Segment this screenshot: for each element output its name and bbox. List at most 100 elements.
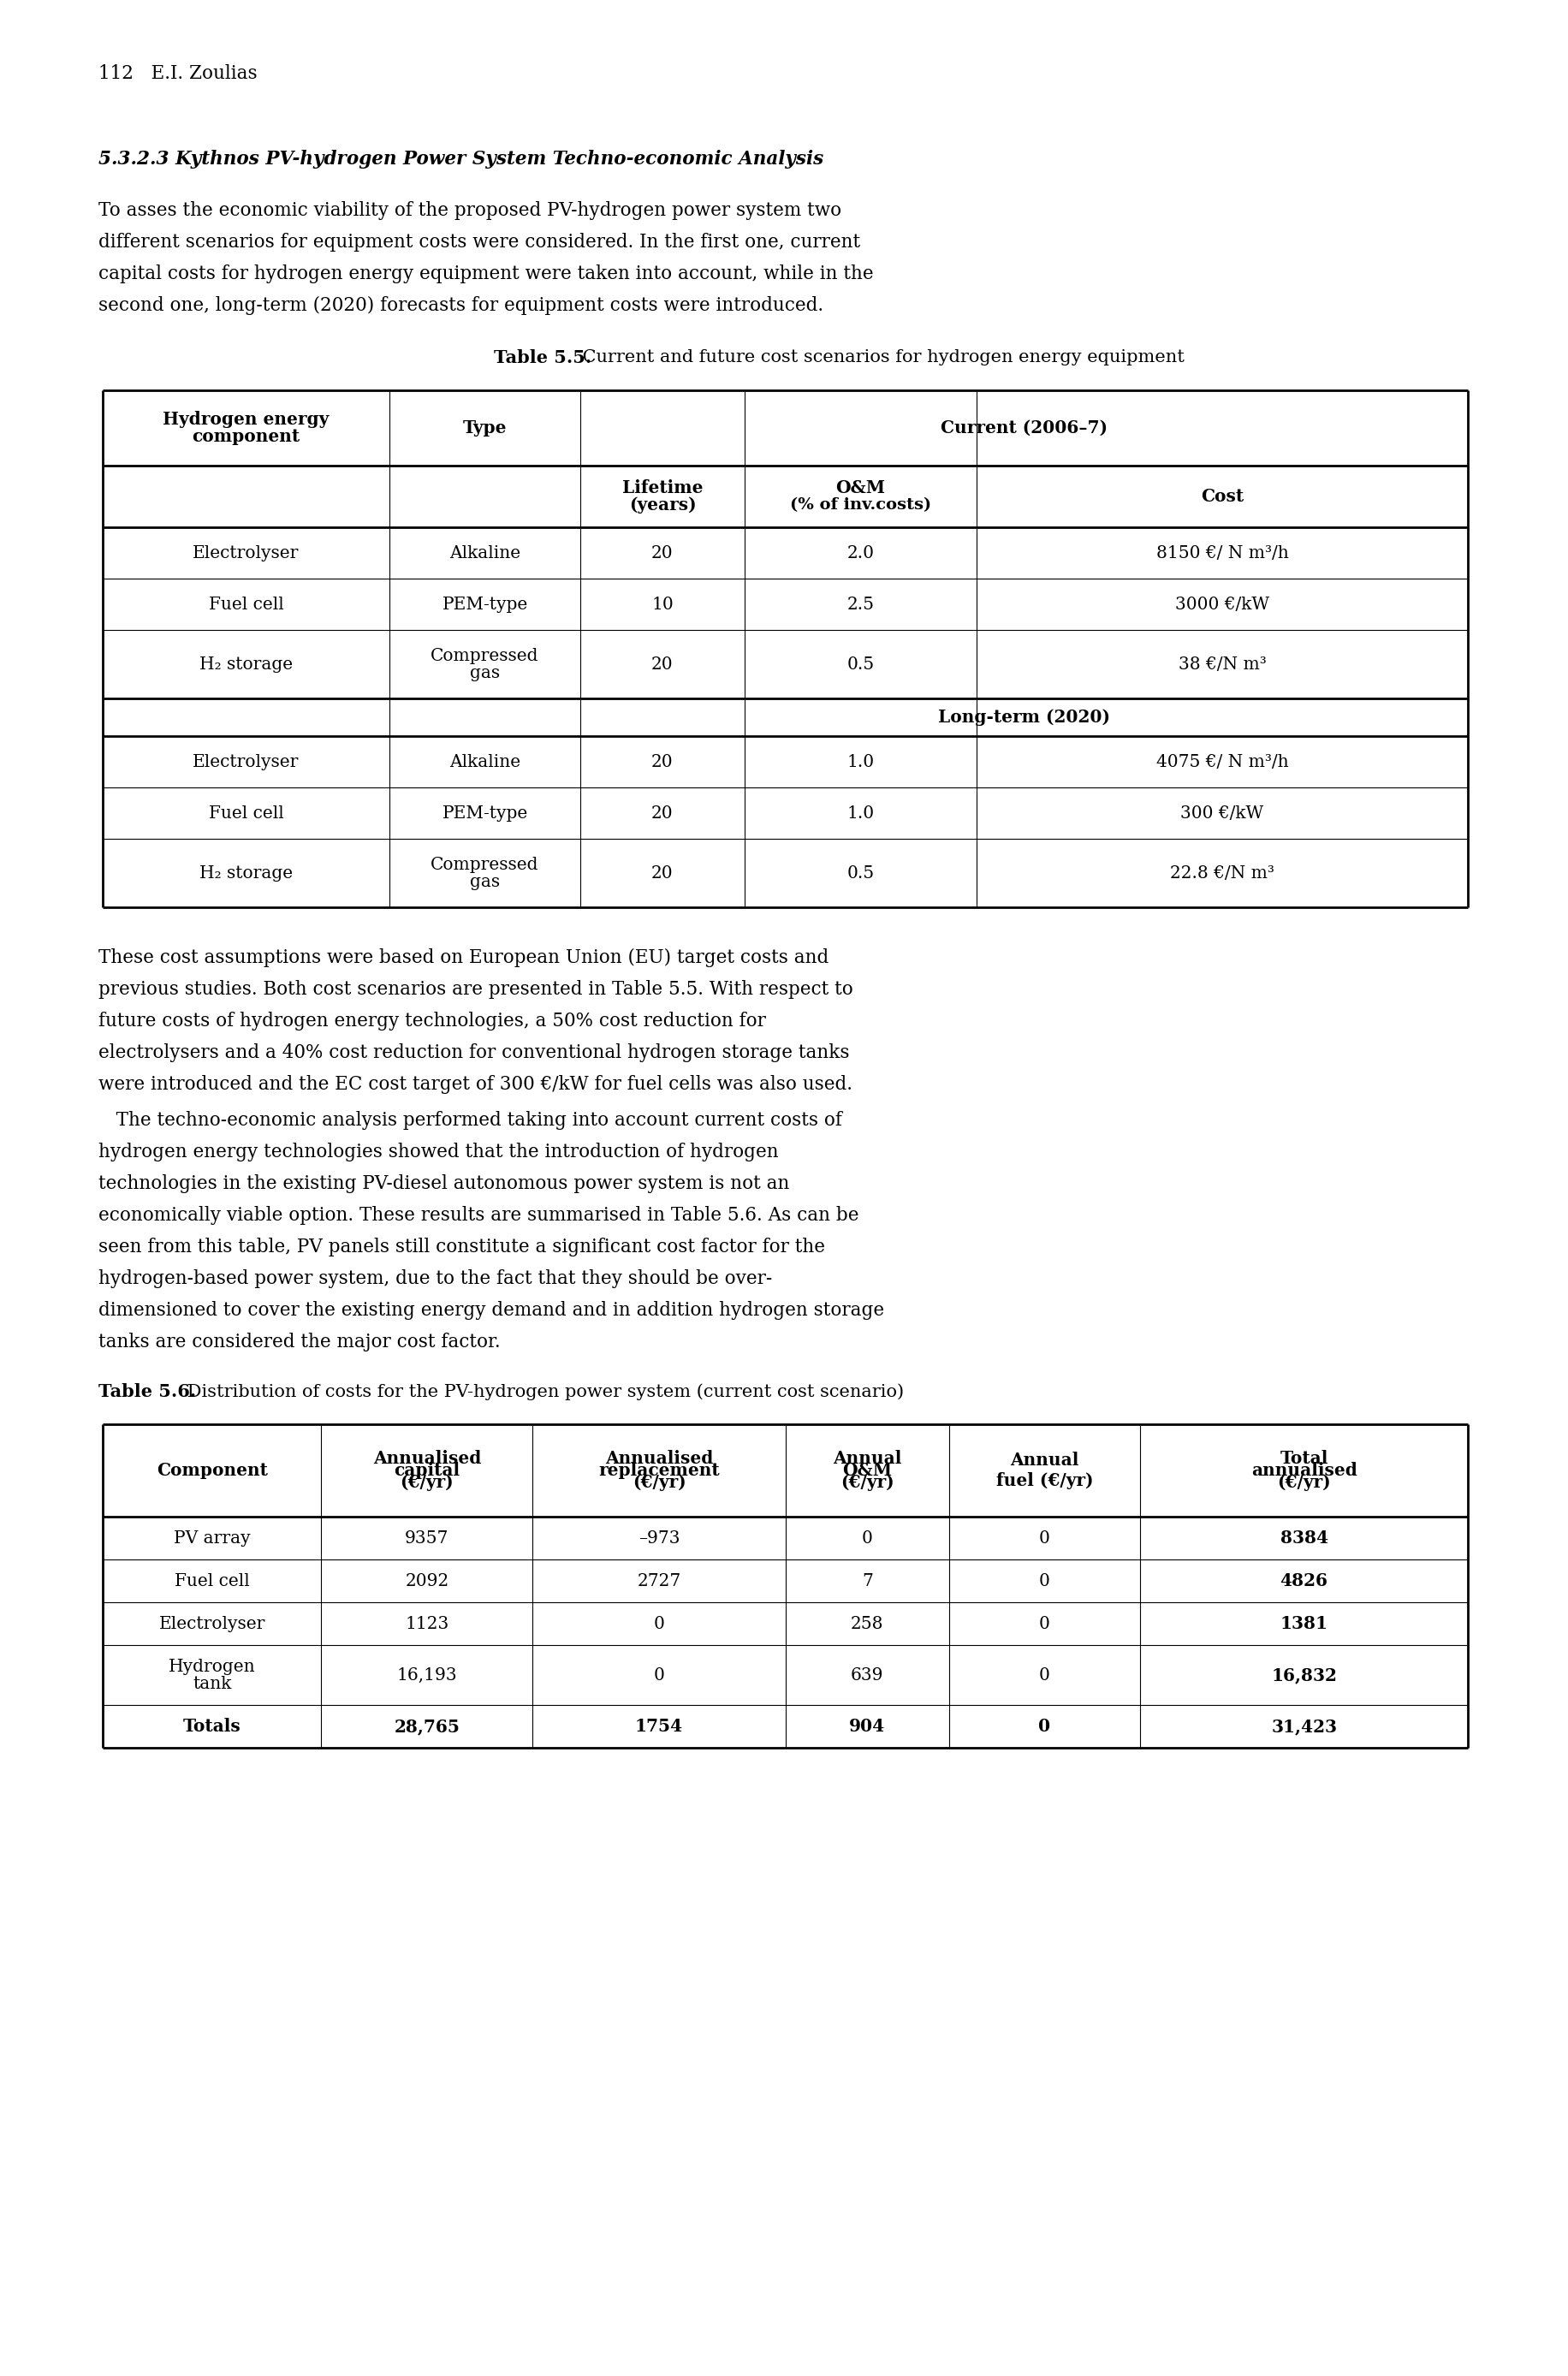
Text: 20: 20 xyxy=(651,753,673,770)
Text: 258: 258 xyxy=(851,1616,884,1632)
Text: 9357: 9357 xyxy=(405,1530,448,1547)
Text: electrolysers and a 40% cost reduction for conventional hydrogen storage tanks: electrolysers and a 40% cost reduction f… xyxy=(99,1043,850,1062)
Text: 1754: 1754 xyxy=(635,1718,684,1734)
Text: Annual: Annual xyxy=(833,1449,902,1466)
Text: O&M: O&M xyxy=(836,480,886,497)
Text: 1381: 1381 xyxy=(1279,1616,1328,1632)
Text: 4075 €/ N m³/h: 4075 €/ N m³/h xyxy=(1156,753,1289,770)
Text: 31,423: 31,423 xyxy=(1272,1718,1338,1734)
Text: capital: capital xyxy=(394,1461,459,1478)
Text: hydrogen-based power system, due to the fact that they should be over-: hydrogen-based power system, due to the … xyxy=(99,1269,771,1288)
Text: Type: Type xyxy=(463,421,506,437)
Text: Compressed: Compressed xyxy=(431,855,539,872)
Text: Cost: Cost xyxy=(1201,487,1243,506)
Text: Fuel cell: Fuel cell xyxy=(174,1573,249,1590)
Text: Table 5.5.: Table 5.5. xyxy=(494,349,591,366)
Text: 2.0: 2.0 xyxy=(847,544,873,561)
Text: tank: tank xyxy=(193,1675,232,1692)
Text: capital costs for hydrogen energy equipment were taken into account, while in th: capital costs for hydrogen energy equipm… xyxy=(99,264,873,283)
Text: Annualised: Annualised xyxy=(373,1449,481,1466)
Text: PEM-type: PEM-type xyxy=(442,596,528,613)
Text: Hydrogen: Hydrogen xyxy=(168,1658,256,1675)
Text: PV array: PV array xyxy=(174,1530,251,1547)
Text: 0.5: 0.5 xyxy=(847,656,873,672)
Text: Electrolyser: Electrolyser xyxy=(193,544,299,561)
Text: Compressed: Compressed xyxy=(431,649,539,663)
Text: (€/yr): (€/yr) xyxy=(632,1473,685,1492)
Text: (% of inv.costs): (% of inv.costs) xyxy=(790,497,931,513)
Text: 20: 20 xyxy=(651,805,673,822)
Text: gas: gas xyxy=(470,665,500,682)
Text: Current and future cost scenarios for hydrogen energy equipment: Current and future cost scenarios for hy… xyxy=(577,349,1184,366)
Text: 20: 20 xyxy=(651,865,673,881)
Text: (€/yr): (€/yr) xyxy=(840,1473,894,1492)
Text: 2.5: 2.5 xyxy=(847,596,873,613)
Text: Current (2006–7): Current (2006–7) xyxy=(941,421,1107,437)
Text: future costs of hydrogen energy technologies, a 50% cost reduction for: future costs of hydrogen energy technolo… xyxy=(99,1012,765,1031)
Text: Component: Component xyxy=(157,1461,268,1478)
Text: dimensioned to cover the existing energy demand and in addition hydrogen storage: dimensioned to cover the existing energy… xyxy=(99,1302,884,1319)
Text: O&M: O&M xyxy=(842,1461,892,1478)
Text: 0: 0 xyxy=(1040,1530,1051,1547)
Text: component: component xyxy=(191,428,299,444)
Text: economically viable option. These results are summarised in Table 5.6. As can be: economically viable option. These result… xyxy=(99,1207,859,1224)
Text: Table 5.6.: Table 5.6. xyxy=(99,1383,196,1399)
Text: 20: 20 xyxy=(651,656,673,672)
Text: 20: 20 xyxy=(651,544,673,561)
Text: 639: 639 xyxy=(851,1668,884,1682)
Text: 2092: 2092 xyxy=(405,1573,448,1590)
Text: Distribution of costs for the PV-hydrogen power system (current cost scenario): Distribution of costs for the PV-hydroge… xyxy=(182,1383,903,1399)
Text: 8384: 8384 xyxy=(1279,1530,1328,1547)
Text: 1.0: 1.0 xyxy=(847,753,873,770)
Text: Hydrogen energy: Hydrogen energy xyxy=(163,411,329,428)
Text: 16,193: 16,193 xyxy=(397,1668,458,1682)
Text: 28,765: 28,765 xyxy=(394,1718,459,1734)
Text: 10: 10 xyxy=(651,596,673,613)
Text: 300 €/kW: 300 €/kW xyxy=(1181,805,1264,822)
Text: Annualised: Annualised xyxy=(605,1449,713,1466)
Text: 38 €/N m³: 38 €/N m³ xyxy=(1178,656,1265,672)
Text: Fuel cell: Fuel cell xyxy=(209,805,284,822)
Text: Electrolyser: Electrolyser xyxy=(193,753,299,770)
Text: 0: 0 xyxy=(862,1530,873,1547)
Text: Lifetime: Lifetime xyxy=(622,480,702,497)
Text: 4826: 4826 xyxy=(1279,1573,1328,1590)
Text: Fuel cell: Fuel cell xyxy=(209,596,284,613)
Text: second one, long-term (2020) forecasts for equipment costs were introduced.: second one, long-term (2020) forecasts f… xyxy=(99,297,823,316)
Text: tanks are considered the major cost factor.: tanks are considered the major cost fact… xyxy=(99,1333,500,1352)
Text: previous studies. Both cost scenarios are presented in Table 5.5. With respect t: previous studies. Both cost scenarios ar… xyxy=(99,979,853,998)
Text: Totals: Totals xyxy=(183,1718,241,1734)
Text: hydrogen energy technologies showed that the introduction of hydrogen: hydrogen energy technologies showed that… xyxy=(99,1143,779,1162)
Text: Total: Total xyxy=(1279,1449,1328,1466)
Text: 0: 0 xyxy=(1040,1573,1051,1590)
Text: (€/yr): (€/yr) xyxy=(400,1473,453,1492)
Text: Long-term (2020): Long-term (2020) xyxy=(938,708,1110,725)
Text: different scenarios for equipment costs were considered. In the first one, curre: different scenarios for equipment costs … xyxy=(99,233,861,252)
Text: 0: 0 xyxy=(1040,1668,1051,1682)
Text: (years): (years) xyxy=(629,497,696,513)
Text: 2727: 2727 xyxy=(637,1573,681,1590)
Text: Annual: Annual xyxy=(1010,1452,1079,1468)
Text: technologies in the existing PV-diesel autonomous power system is not an: technologies in the existing PV-diesel a… xyxy=(99,1174,789,1193)
Text: 5.3.2.3 Kythnos PV-hydrogen Power System Techno-economic Analysis: 5.3.2.3 Kythnos PV-hydrogen Power System… xyxy=(99,150,823,169)
Text: 7: 7 xyxy=(862,1573,873,1590)
Text: 22.8 €/N m³: 22.8 €/N m³ xyxy=(1170,865,1275,881)
Text: 0: 0 xyxy=(654,1668,665,1682)
Text: Alkaline: Alkaline xyxy=(450,544,521,561)
Text: Electrolyser: Electrolyser xyxy=(158,1616,265,1632)
Text: To asses the economic viability of the proposed PV-hydrogen power system two: To asses the economic viability of the p… xyxy=(99,202,842,221)
Text: The techno-economic analysis performed taking into account current costs of: The techno-economic analysis performed t… xyxy=(99,1112,842,1131)
Text: 0.5: 0.5 xyxy=(847,865,873,881)
Text: 8150 €/ N m³/h: 8150 €/ N m³/h xyxy=(1156,544,1289,561)
Text: replacement: replacement xyxy=(599,1461,720,1478)
Text: Alkaline: Alkaline xyxy=(450,753,521,770)
Text: These cost assumptions were based on European Union (EU) target costs and: These cost assumptions were based on Eur… xyxy=(99,948,829,967)
Text: 3000 €/kW: 3000 €/kW xyxy=(1174,596,1269,613)
Text: 0: 0 xyxy=(654,1616,665,1632)
Text: seen from this table, PV panels still constitute a significant cost factor for t: seen from this table, PV panels still co… xyxy=(99,1238,825,1257)
Text: 904: 904 xyxy=(850,1718,886,1734)
Text: annualised: annualised xyxy=(1251,1461,1356,1478)
Text: 16,832: 16,832 xyxy=(1272,1666,1338,1685)
Text: 1.0: 1.0 xyxy=(847,805,873,822)
Text: fuel (€/yr): fuel (€/yr) xyxy=(996,1473,1093,1490)
